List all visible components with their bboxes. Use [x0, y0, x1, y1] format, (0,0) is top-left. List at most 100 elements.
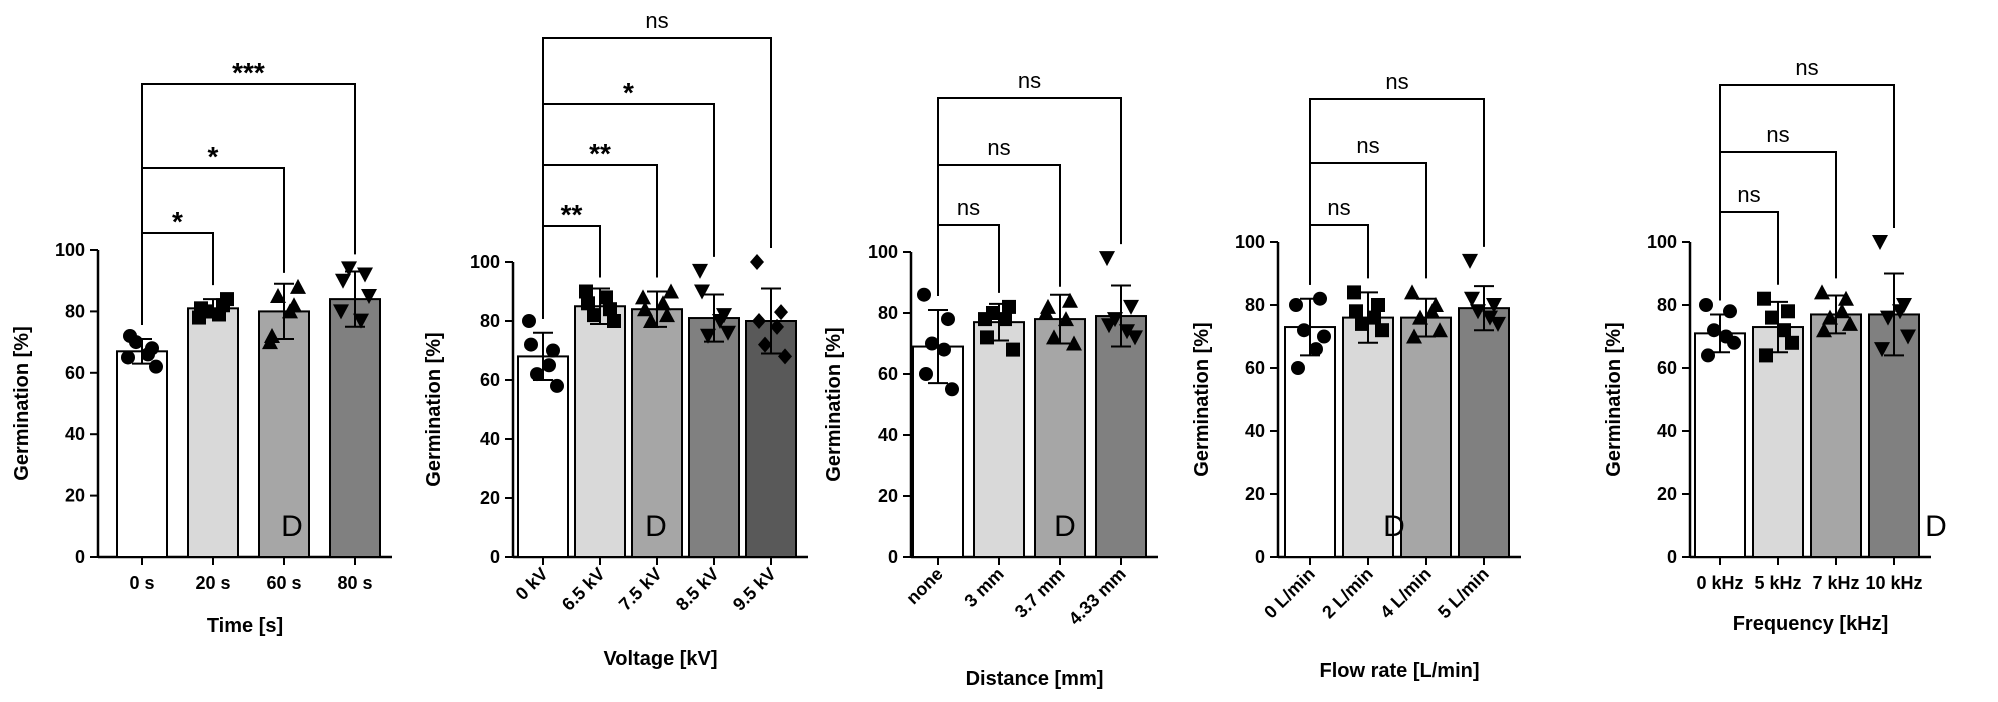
y-tick-label: 0	[888, 547, 898, 567]
significance-bracket	[542, 37, 772, 319]
y-axis-title: Germination [%]	[423, 332, 445, 486]
y-tick-label: 60	[1657, 358, 1677, 378]
significance-label: ns	[1795, 55, 1818, 80]
data-point	[121, 350, 135, 365]
data-point	[986, 306, 1000, 320]
significance-bracket	[141, 83, 356, 326]
significance-bracket	[1719, 211, 1779, 301]
significance-bracket	[937, 97, 1122, 296]
data-point	[581, 296, 595, 311]
significance-bracket	[1309, 224, 1369, 285]
y-tick-label: 80	[878, 303, 898, 323]
x-tick-label: none	[902, 564, 947, 609]
data-point	[1880, 310, 1896, 326]
y-tick-label: 0	[75, 547, 85, 567]
bar	[1694, 332, 1746, 558]
data-point	[945, 382, 959, 397]
significance-label: ***	[232, 57, 265, 88]
y-axis-title: Germination [%]	[1603, 322, 1625, 476]
data-point	[712, 314, 728, 329]
y-tick-label: 100	[470, 252, 500, 272]
significance-label: ns	[1385, 69, 1408, 94]
data-point	[1424, 303, 1440, 319]
significance-bracket	[1719, 84, 1895, 301]
x-tick-label: 60 s	[266, 573, 301, 593]
data-point	[522, 314, 536, 328]
x-tick-label: 0 L/min	[1260, 564, 1319, 623]
y-tick-label: 20	[1245, 484, 1265, 504]
data-point	[778, 348, 792, 365]
data-point	[720, 325, 736, 341]
data-point	[1006, 342, 1020, 357]
data-point	[692, 263, 708, 279]
data-point	[141, 347, 155, 362]
y-tick-label: 60	[878, 364, 898, 384]
significance-label: *	[208, 141, 219, 172]
x-tick-label: 7 kHz	[1812, 573, 1859, 593]
bar	[1458, 307, 1510, 558]
y-axis-title: Germination [%]	[11, 326, 33, 480]
data-point	[599, 290, 613, 305]
bar	[116, 350, 168, 558]
significance-label: ns	[645, 8, 668, 33]
data-point	[1822, 309, 1838, 325]
data-point	[1781, 304, 1795, 319]
significance-label: ns	[1018, 68, 1041, 93]
data-point	[1002, 299, 1016, 314]
panel-voltage: 0 20 40 60 80 100 Germination [%] 0 kV 6.5 kV 7.5…	[423, 8, 808, 670]
data-point	[607, 314, 621, 328]
data-point	[546, 343, 560, 358]
x-tick-label: 0 s	[129, 573, 154, 593]
data-point	[1309, 342, 1323, 357]
y-tick-label: 20	[480, 488, 500, 508]
data-point	[1297, 323, 1311, 338]
data-point	[1289, 298, 1303, 312]
x-tick-label: 4 L/min	[1376, 564, 1435, 623]
data-point	[1046, 329, 1062, 345]
x-tick-label: 3.7 mm	[1011, 564, 1069, 622]
significance-label: **	[589, 138, 611, 169]
data-point	[770, 318, 784, 335]
data-point	[937, 342, 951, 357]
data-point	[1406, 328, 1422, 344]
significance-label: ns	[1356, 133, 1379, 158]
data-point	[1892, 304, 1908, 320]
x-tick-label: 7.5 kV	[615, 564, 666, 615]
x-tick-label: 6.5 kV	[558, 564, 609, 615]
y-tick-label: 0	[1255, 547, 1265, 567]
y-tick-label: 20	[65, 486, 85, 506]
data-point	[212, 307, 226, 322]
data-point	[1723, 304, 1737, 319]
data-point	[643, 313, 659, 328]
data-point	[1785, 335, 1799, 350]
bar	[187, 307, 239, 558]
data-point	[1291, 361, 1305, 375]
panel-tag: D	[281, 510, 303, 543]
x-tick-label: 10 kHz	[1865, 573, 1922, 593]
data-point	[774, 304, 788, 321]
x-tick-label: 80 s	[337, 573, 372, 593]
data-point	[357, 267, 373, 283]
data-point	[282, 303, 298, 319]
significance-bracket	[1309, 98, 1485, 285]
bar	[973, 321, 1025, 558]
y-tick-label: 40	[878, 425, 898, 445]
data-point	[1707, 323, 1721, 338]
data-point	[1313, 291, 1327, 306]
data-point	[1404, 284, 1420, 300]
significance-label: ns	[1327, 195, 1350, 220]
x-axis-title: Voltage [kV]	[603, 648, 717, 670]
y-tick-label: 60	[65, 363, 85, 383]
significance-label: **	[561, 199, 583, 230]
bar	[688, 317, 740, 558]
y-tick-label: 100	[55, 240, 85, 260]
data-point	[700, 328, 716, 344]
bar	[1400, 316, 1452, 558]
panel-frequency: 0 20 40 60 80 100 Germination [%] 0 kHz 5 kHz 7 k…	[1603, 55, 1947, 635]
x-tick-label: 5 kHz	[1754, 573, 1801, 593]
x-tick-label: 9.5 kV	[729, 564, 780, 615]
data-point	[530, 367, 544, 382]
significance-bracket	[937, 224, 1000, 296]
data-point	[1062, 292, 1078, 308]
